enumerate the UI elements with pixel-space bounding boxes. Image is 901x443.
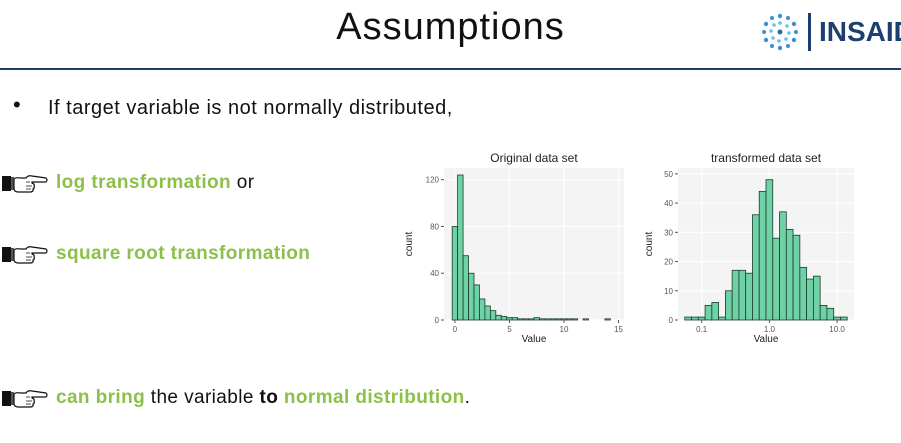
logo-divider xyxy=(808,13,811,51)
pointing-hand-icon xyxy=(2,246,48,264)
header-rule xyxy=(0,68,901,70)
histogram-bar xyxy=(704,304,713,321)
y-tick-label: 40 xyxy=(430,269,439,278)
y-tick-label: 30 xyxy=(664,228,673,237)
histogram-bar xyxy=(473,284,480,321)
histogram-bar xyxy=(765,179,774,321)
histogram-bar xyxy=(522,318,529,321)
histogram-bar xyxy=(500,316,508,321)
y-tick-label: 0 xyxy=(435,316,440,325)
histogram-bar xyxy=(528,318,535,321)
transformed-data-histogram: transformed data set 0 10 20 30 40 50 0.1 1.0 10.… xyxy=(644,151,854,345)
histogram-bar xyxy=(582,318,589,321)
chart-title: transformed data set xyxy=(711,151,822,165)
period-text: . xyxy=(464,387,471,408)
histogram-bar xyxy=(691,316,699,321)
item-normal-distribution: can bring the variable to normal distrib… xyxy=(2,387,470,409)
histogram-bar xyxy=(451,226,459,321)
bullet-icon: • xyxy=(13,92,21,117)
x-axis-label: Value xyxy=(522,334,547,345)
histogram-bar xyxy=(539,318,546,321)
chart-title: Original data set xyxy=(490,151,578,165)
or-text: or xyxy=(231,172,255,193)
histogram-bar xyxy=(779,211,787,321)
histogram-bar xyxy=(758,190,767,321)
x-tick-label: 0 xyxy=(453,325,458,334)
y-axis-label: count xyxy=(404,232,415,257)
histogram-bar xyxy=(806,278,814,321)
y-tick-label: 20 xyxy=(664,258,673,267)
histogram-bar xyxy=(533,317,540,321)
y-tick-label: 120 xyxy=(426,176,440,185)
histogram-bar xyxy=(738,269,747,321)
histogram-bar xyxy=(745,272,753,321)
histogram-bar xyxy=(489,310,497,321)
histogram-bar xyxy=(517,318,524,321)
histogram-bar xyxy=(479,298,486,321)
histogram-bar xyxy=(792,234,801,321)
y-tick-label: 50 xyxy=(664,170,673,179)
histogram-bar xyxy=(697,316,706,321)
square-root-transformation-text: square root transformation xyxy=(56,243,311,264)
histogram-bar xyxy=(772,237,780,321)
histogram-bar xyxy=(457,174,464,321)
histogram-bar xyxy=(506,317,513,321)
logo-mark-icon xyxy=(762,13,798,51)
can-bring-text: can bring xyxy=(56,387,146,408)
histogram-bar xyxy=(684,316,692,321)
histogram-bar xyxy=(571,318,579,321)
pointing-hand-icon xyxy=(2,390,48,408)
y-tick-label: 40 xyxy=(664,199,673,208)
x-tick-label: 10 xyxy=(560,325,569,334)
bullet-text: If target variable is not normally distr… xyxy=(48,97,453,119)
histogram-bar xyxy=(826,307,835,321)
original-data-histogram: Original data set 0 40 80 120 0 5 10 15 Value coun… xyxy=(404,151,624,345)
x-tick-label: 10.0 xyxy=(829,325,845,334)
histogram-bar xyxy=(566,318,573,321)
histogram-bar xyxy=(544,318,551,321)
item-log-transformation: log transformation or xyxy=(2,172,254,194)
histogram-bar xyxy=(711,302,720,321)
histogram-bar xyxy=(555,318,562,321)
x-axis-label: Value xyxy=(754,334,779,345)
insaid-logo: INSAID xyxy=(760,10,901,54)
histogram-bar xyxy=(799,266,808,321)
histogram-bar xyxy=(833,316,841,321)
histogram-bar xyxy=(468,272,475,321)
histogram-bar xyxy=(731,269,740,321)
y-tick-label: 80 xyxy=(430,222,439,231)
histogram-bar xyxy=(785,228,794,321)
log-transformation-text: log transformation xyxy=(56,172,232,193)
histogram-bar xyxy=(724,290,733,321)
x-tick-label: 0.1 xyxy=(696,325,708,334)
pointing-hand-icon xyxy=(2,175,48,193)
histogram-bar xyxy=(560,318,568,321)
logo-text: INSAID xyxy=(819,16,901,47)
histogram-bar xyxy=(819,304,828,321)
histogram-bar xyxy=(840,316,848,321)
histogram-bar xyxy=(604,318,611,321)
item-square-root-transformation: square root transformation xyxy=(2,243,310,265)
y-tick-label: 0 xyxy=(669,316,674,325)
histogram-bar xyxy=(495,314,502,321)
x-tick-label: 15 xyxy=(614,325,623,334)
histogram-bar xyxy=(462,255,469,321)
histogram-bar xyxy=(549,318,557,321)
x-tick-label: 5 xyxy=(507,325,512,334)
histogram-bar xyxy=(812,275,821,321)
histogram-bar xyxy=(484,305,491,321)
to-text: to xyxy=(259,387,279,408)
the-variable-text: the variable xyxy=(145,387,260,408)
normal-distribution-text: normal distribution xyxy=(283,387,465,408)
histogram-bar xyxy=(718,316,726,321)
x-tick-label: 1.0 xyxy=(764,325,776,334)
y-axis-label: count xyxy=(644,232,655,257)
y-tick-label: 10 xyxy=(664,287,673,296)
histogram-bar xyxy=(752,214,760,321)
histogram-bar xyxy=(511,317,519,321)
slide-title: Assumptions xyxy=(336,6,565,48)
